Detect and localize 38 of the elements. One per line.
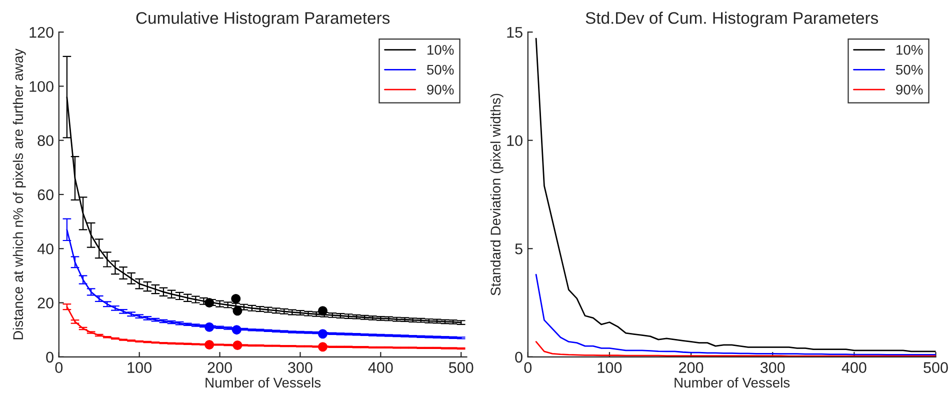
x-tick-label: 300: [760, 362, 785, 373]
y-tick-label: 15: [507, 27, 522, 38]
x-axis-title: Number of Vessels: [674, 377, 790, 388]
chart-title: Std.Dev of Cum. Histogram Parameters: [586, 12, 878, 28]
legend-label: 10%: [428, 44, 454, 55]
y-tick-label: 100: [30, 81, 54, 92]
x-tick-label: 400: [842, 362, 866, 373]
legend-label: 50%: [896, 64, 923, 75]
y-tick-label: 0: [515, 352, 522, 363]
y-tick-label: 80: [38, 135, 54, 146]
y-tick-label: 0: [46, 352, 54, 363]
x-tick-label: 0: [524, 362, 532, 373]
line-series: [535, 341, 936, 357]
x-tick-label: 200: [679, 362, 704, 373]
y-tick-label: 120: [30, 26, 54, 38]
y-tick-label: 10: [507, 135, 522, 146]
legend-label: 50%: [426, 64, 454, 75]
x-tick-label: 100: [128, 362, 152, 373]
x-tick-label: 0: [55, 362, 63, 373]
x-tick-label: 500: [448, 362, 474, 373]
legend-label: 90%: [896, 84, 923, 95]
y-tick-label: 40: [37, 243, 54, 254]
chart-title: Cumulative Histogram Parameters: [136, 12, 390, 28]
y-tick-label: 5: [515, 244, 522, 254]
legend-label: 10%: [896, 44, 923, 55]
x-tick-label: 200: [208, 362, 232, 373]
y-axis-title: Distance at which n% of pixels are further away: [12, 48, 26, 340]
x-tick-label: 400: [368, 362, 393, 373]
x-axis-title: Number of Vessels: [206, 377, 321, 388]
y-axis-title: Standard Deviation (pixel widths): [490, 94, 504, 296]
line-series: [535, 274, 936, 356]
x-tick-label: 300: [288, 362, 312, 373]
line-series: [535, 38, 936, 352]
legend-label: 90%: [427, 84, 454, 95]
y-tick-label: 20: [38, 298, 54, 308]
y-tick-label: 60: [38, 189, 54, 200]
x-tick-label: 500: [924, 362, 948, 373]
x-tick-label: 100: [598, 362, 622, 373]
